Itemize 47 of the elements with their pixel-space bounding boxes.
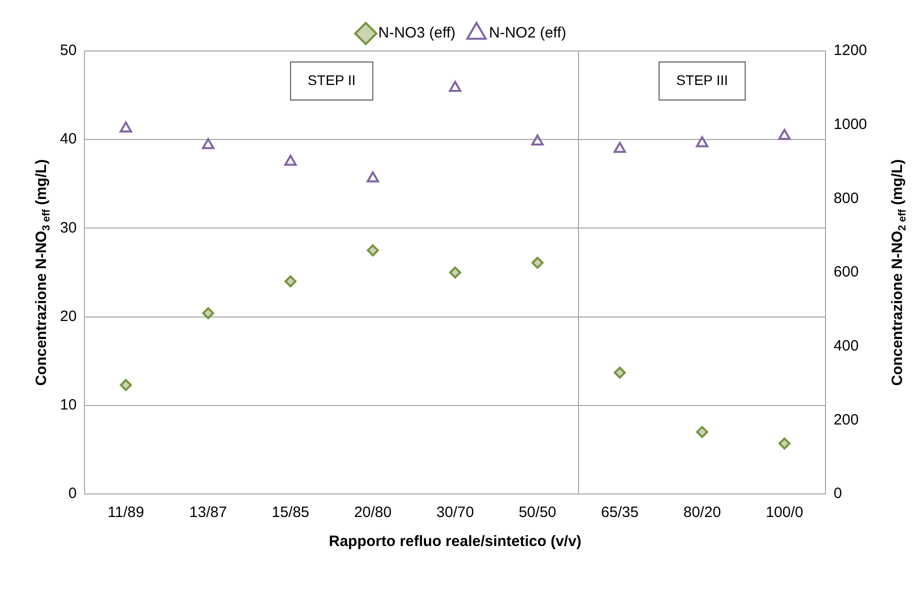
- y2-tick-label: 600: [834, 264, 859, 281]
- x-tick-label: 100/0: [766, 504, 804, 522]
- point: [366, 171, 380, 182]
- point: [120, 379, 132, 392]
- y2-axis-title: Concentrazione N-NO2 eff (mg/L): [889, 159, 908, 386]
- y-axis-title: Concentrazione N-NO3 eff (mg/L): [33, 159, 52, 386]
- y-tick-label: 0: [68, 485, 77, 502]
- point: [120, 122, 132, 133]
- x-tick-label: 20/80: [354, 504, 392, 522]
- x-tick-label: 65/35: [601, 504, 639, 522]
- x-tick-label: 13/87: [189, 504, 227, 522]
- x-tick-label: 50/50: [518, 504, 556, 522]
- annotation: STEP II: [308, 72, 356, 88]
- point: [778, 128, 791, 140]
- y-tick-label: 20: [60, 308, 77, 325]
- y-tick-label: 40: [60, 130, 77, 148]
- y2-tick-label: 800: [834, 190, 859, 207]
- y2-tick-label: 1200: [834, 42, 868, 60]
- y2-tick-label: 200: [834, 411, 859, 428]
- legend-label: N-NO3 (eff): [378, 24, 456, 42]
- point: [531, 256, 544, 269]
- point: [366, 244, 379, 256]
- point: [449, 266, 462, 278]
- point: [531, 134, 544, 146]
- point: [284, 275, 297, 288]
- point: [202, 138, 214, 150]
- point: [614, 142, 626, 153]
- legend-label: N-NO2 (eff): [489, 24, 566, 42]
- y2-tick-label: 0: [834, 485, 842, 502]
- x-tick-label: 80/20: [683, 504, 721, 522]
- point: [778, 438, 790, 450]
- y2-tick-label: 400: [834, 337, 859, 354]
- annotation: STEP III: [676, 72, 728, 88]
- x-axis-title: Rapporto refluo reale/sintetico (v/v): [328, 533, 582, 550]
- point: [284, 154, 297, 166]
- point: [614, 366, 626, 379]
- y-tick-label: 10: [60, 396, 77, 414]
- point: [696, 136, 708, 148]
- y-tick-label: 30: [60, 219, 77, 236]
- y-tick-label: 50: [60, 42, 77, 60]
- x-tick-label: 30/70: [436, 504, 474, 522]
- x-tick-label: 11/89: [108, 504, 144, 522]
- point: [696, 426, 708, 438]
- point: [202, 307, 214, 320]
- x-tick-label: 15/85: [272, 504, 310, 522]
- point: [448, 80, 462, 92]
- y2-tick-label: 1000: [834, 116, 868, 133]
